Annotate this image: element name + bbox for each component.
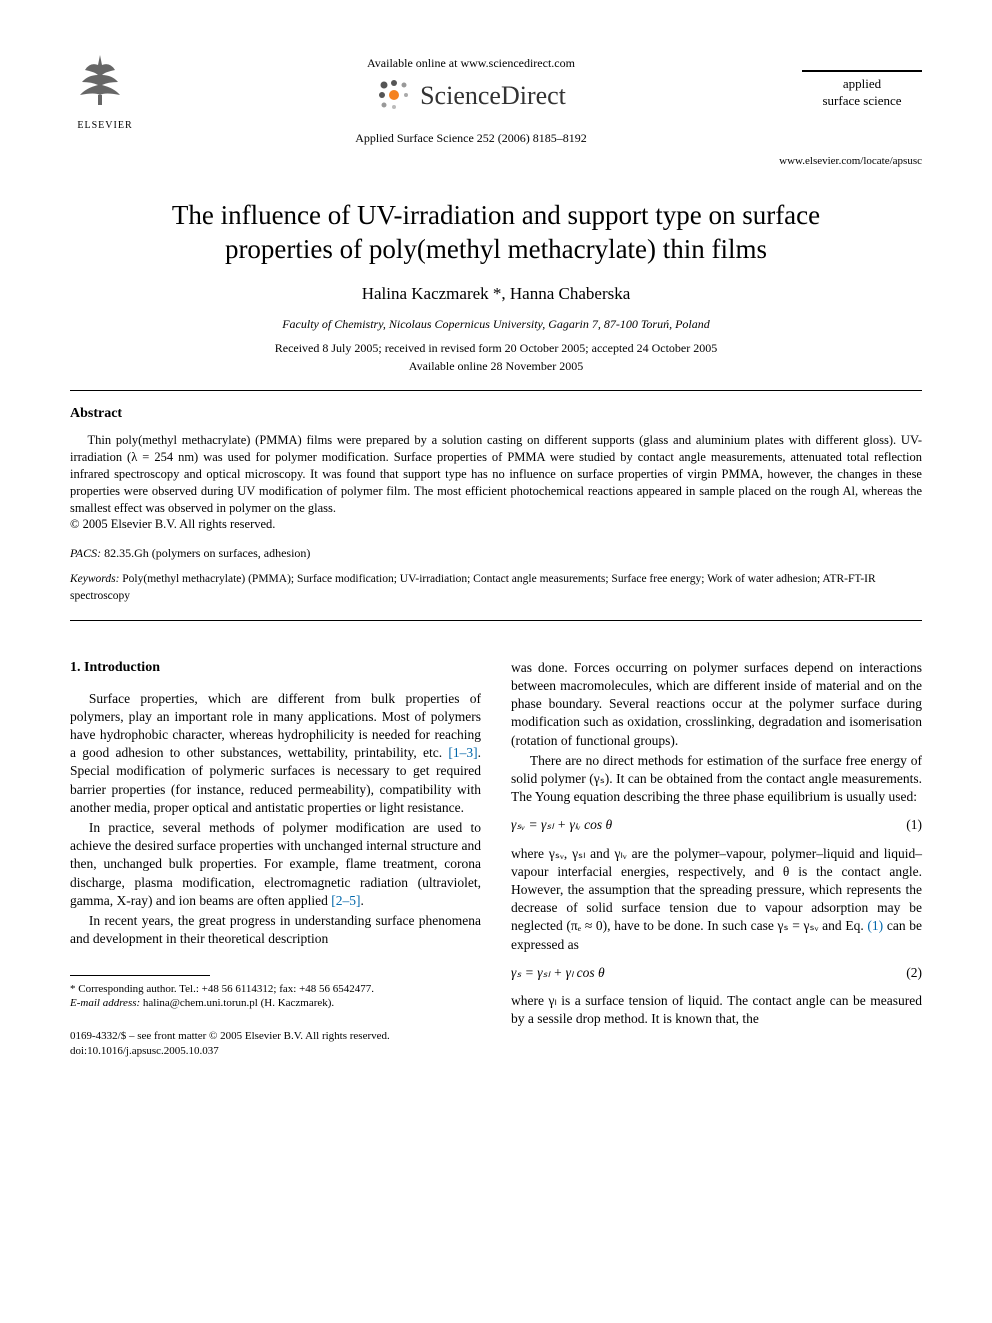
pacs-label: PACS: <box>70 546 101 560</box>
sciencedirect-icon <box>376 77 412 113</box>
authors: Halina Kaczmarek *, Hanna Chaberska <box>70 283 922 306</box>
eq-ref-1[interactable]: (1) <box>867 918 883 933</box>
email-label: E-mail address: <box>70 997 140 1009</box>
journal-url[interactable]: www.elsevier.com/locate/apsusc <box>70 154 922 169</box>
journal-reference: Applied Surface Science 252 (2006) 8185–… <box>140 130 802 146</box>
abstract-heading: Abstract <box>70 405 922 424</box>
section-1-heading: 1. Introduction <box>70 659 481 678</box>
abstract-body: Thin poly(methyl methacrylate) (PMMA) fi… <box>70 433 922 515</box>
doi: doi:10.1016/j.apsusc.2005.10.037 <box>70 1044 481 1059</box>
sciencedirect-brand: ScienceDirect <box>376 77 566 113</box>
equation-2: γₛ = γₛₗ + γₗ cos θ <box>511 964 605 982</box>
available-online-date: Available online 28 November 2005 <box>70 358 922 374</box>
divider <box>70 620 922 621</box>
right-column: was done. Forces occurring on polymer su… <box>511 659 922 1059</box>
keywords-line: Keywords: Poly(methyl methacrylate) (PMM… <box>70 571 922 603</box>
intro-para-5: There are no direct methods for estimati… <box>511 752 922 807</box>
journal-name-line1: applied <box>802 76 922 93</box>
pacs-value: 82.35.Gh (polymers on surfaces, adhesion… <box>104 546 310 560</box>
received-dates: Received 8 July 2005; received in revise… <box>70 340 922 356</box>
intro-para-4: was done. Forces occurring on polymer su… <box>511 659 922 750</box>
keywords-value: Poly(methyl methacrylate) (PMMA); Surfac… <box>70 573 876 601</box>
journal-name-line2: surface science <box>802 93 922 110</box>
email-footnote: E-mail address: halina@chem.uni.torun.pl… <box>70 996 481 1011</box>
issn-copyright: 0169-4332/$ – see front matter © 2005 El… <box>70 1029 481 1044</box>
intro-para-6: where γₛᵥ, γₛₗ and γₗᵥ are the polymer–v… <box>511 845 922 954</box>
abstract-text: Thin poly(methyl methacrylate) (PMMA) fi… <box>70 432 922 516</box>
front-matter-info: 0169-4332/$ – see front matter © 2005 El… <box>70 1029 481 1059</box>
intro-para-7: where γₗ is a surface tension of liquid.… <box>511 992 922 1028</box>
sciencedirect-text: ScienceDirect <box>420 78 566 113</box>
keywords-label: Keywords: <box>70 573 119 585</box>
pacs-line: PACS: 82.35.Gh (polymers on surfaces, ad… <box>70 545 922 561</box>
intro-para-3: In recent years, the great progress in u… <box>70 912 481 948</box>
article-title: The influence of UV-irradiation and supp… <box>130 199 862 267</box>
header-center: Available online at www.sciencedirect.co… <box>140 50 802 146</box>
equation-1-row: γₛᵥ = γₛₗ + γₗᵥ cos θ (1) <box>511 816 922 834</box>
intro-para-2: In practice, several methods of polymer … <box>70 819 481 910</box>
equation-2-row: γₛ = γₛₗ + γₗ cos θ (2) <box>511 964 922 982</box>
equation-1-number: (1) <box>906 816 922 834</box>
elsevier-logo: ELSEVIER <box>70 50 140 130</box>
ref-link-1-3[interactable]: [1–3] <box>448 745 477 760</box>
ref-link-2-5[interactable]: [2–5] <box>331 893 360 908</box>
available-online-text: Available online at www.sciencedirect.co… <box>140 55 802 71</box>
journal-title-box: applied surface science <box>802 50 922 110</box>
equation-1: γₛᵥ = γₛₗ + γₗᵥ cos θ <box>511 816 612 834</box>
abstract-copyright: © 2005 Elsevier B.V. All rights reserved… <box>70 516 922 533</box>
corresponding-author-footnote: * Corresponding author. Tel.: +48 56 611… <box>70 982 481 997</box>
page-header: ELSEVIER Available online at www.science… <box>70 50 922 146</box>
footnote-rule <box>70 975 210 976</box>
intro-para-1: Surface properties, which are different … <box>70 690 481 818</box>
publisher-name: ELSEVIER <box>70 119 140 133</box>
affiliation: Faculty of Chemistry, Nicolaus Copernicu… <box>70 316 922 332</box>
equation-2-number: (2) <box>906 964 922 982</box>
divider <box>70 390 922 391</box>
elsevier-tree-icon <box>70 50 130 110</box>
body-columns: 1. Introduction Surface properties, whic… <box>70 659 922 1059</box>
left-column: 1. Introduction Surface properties, whic… <box>70 659 481 1059</box>
email-address[interactable]: halina@chem.uni.torun.pl (H. Kaczmarek). <box>143 997 334 1009</box>
